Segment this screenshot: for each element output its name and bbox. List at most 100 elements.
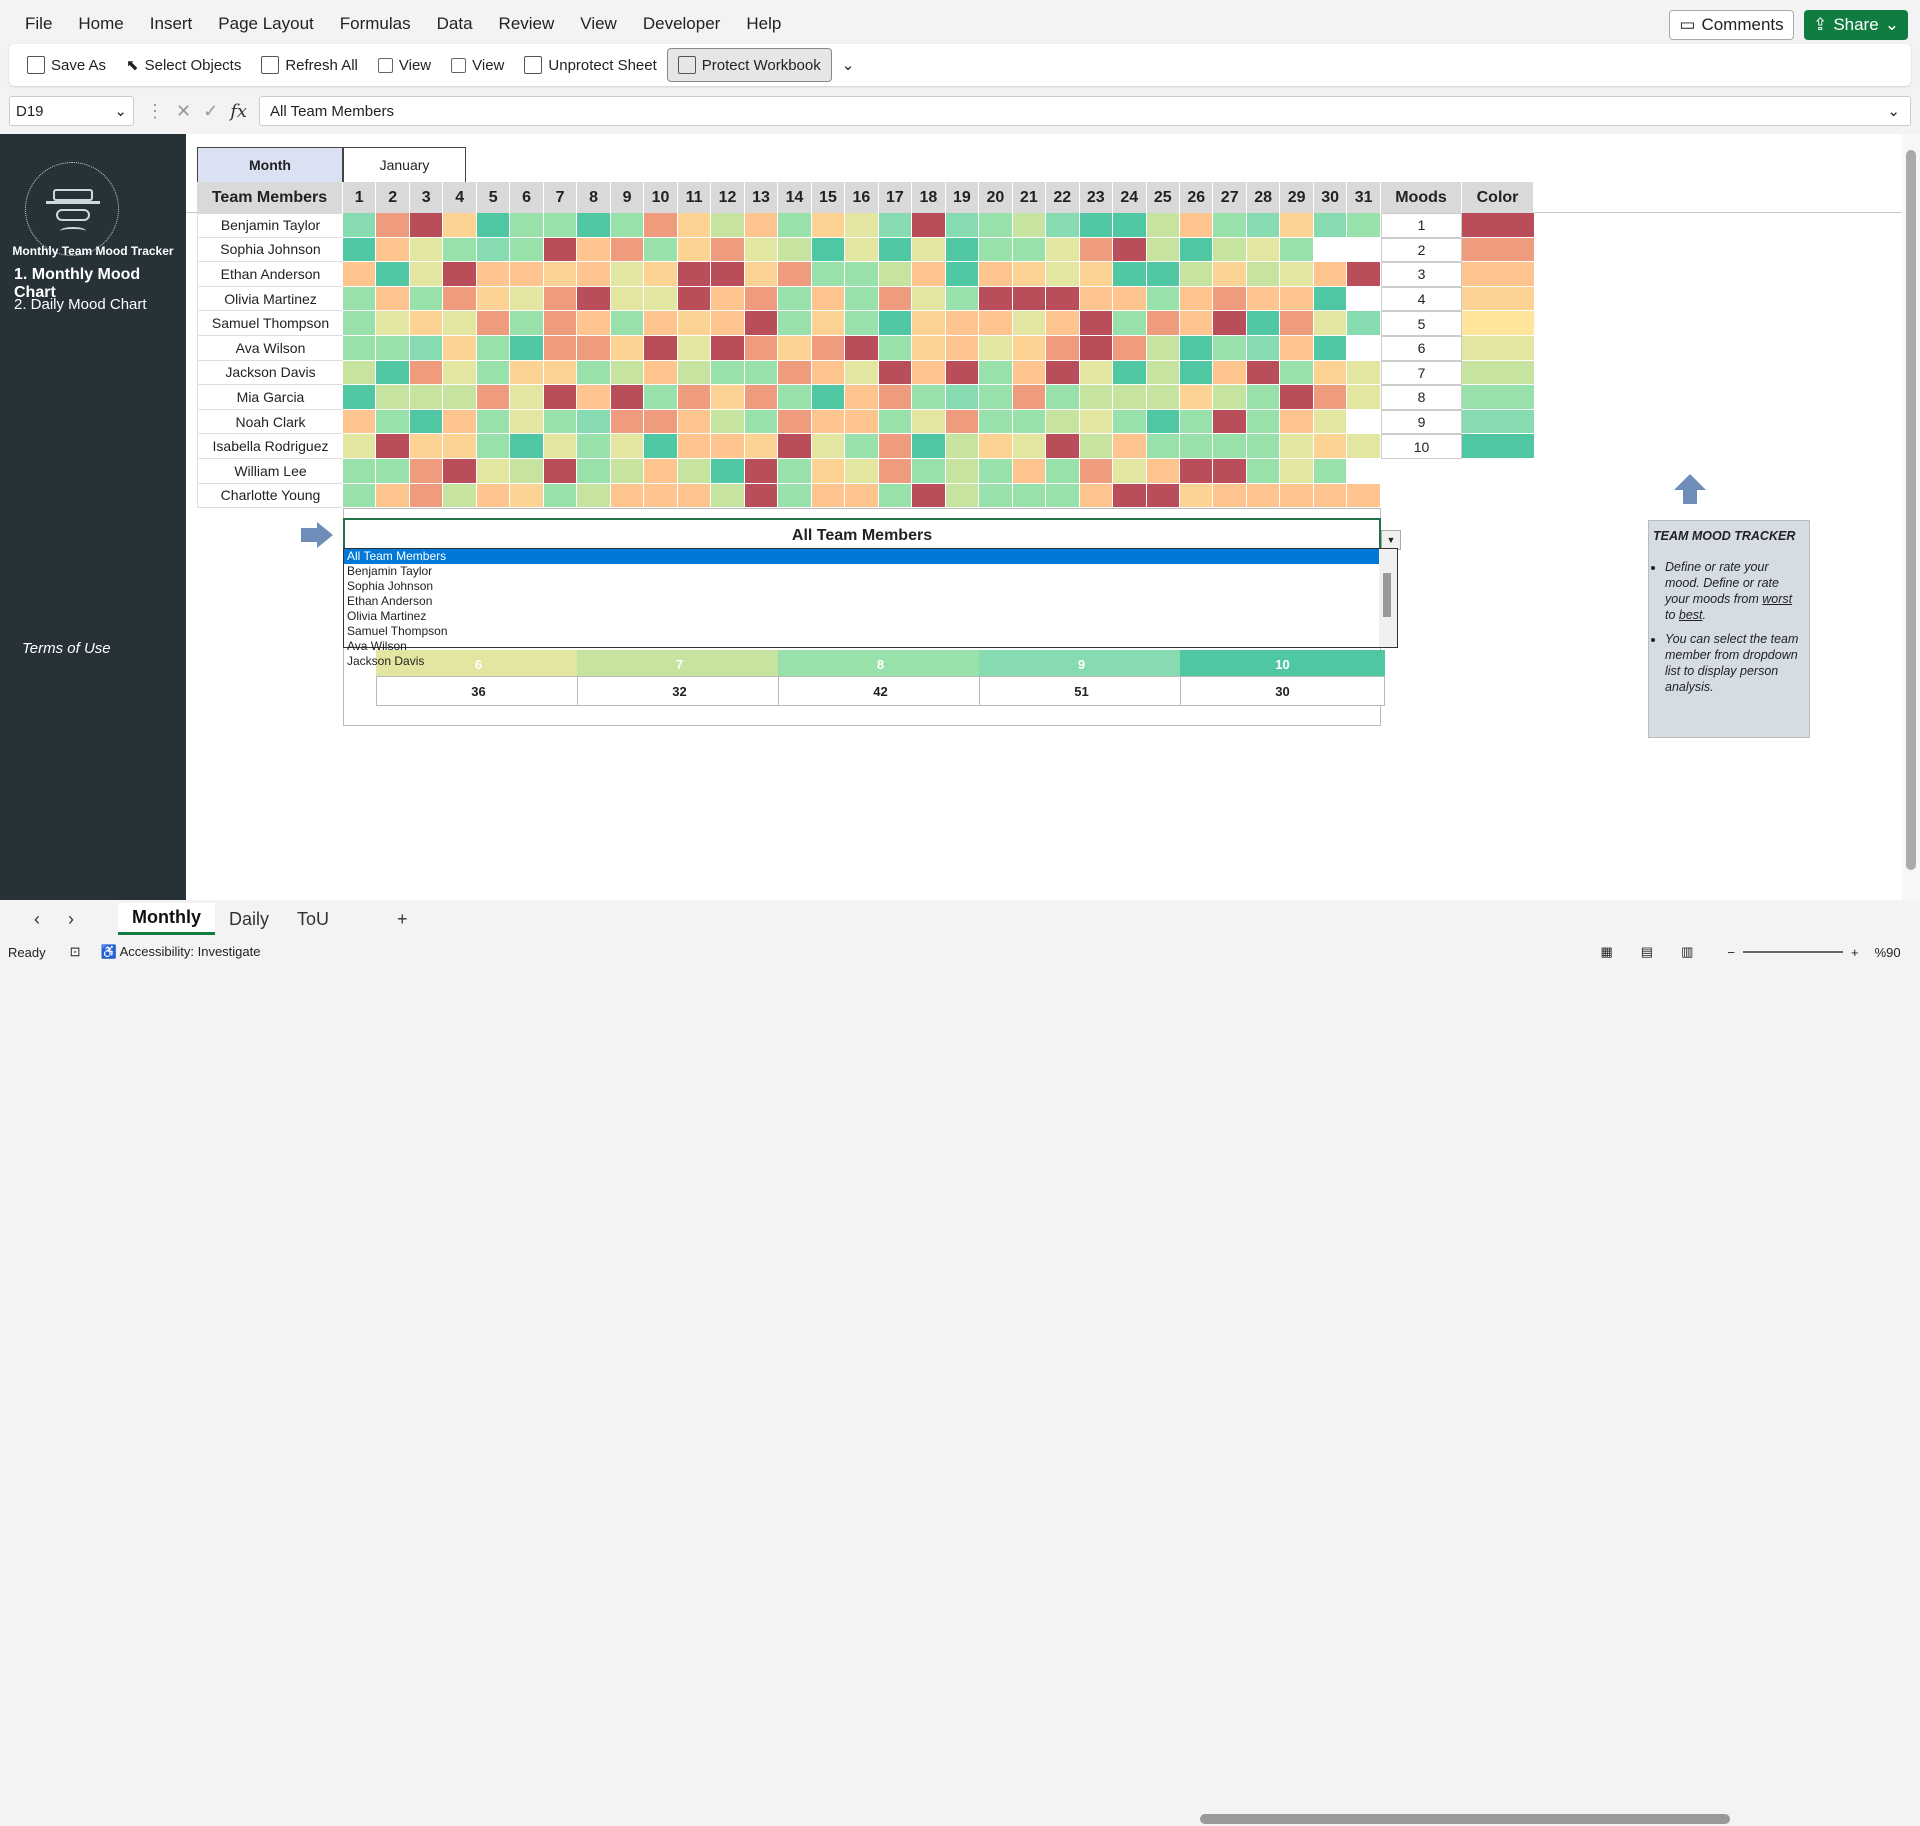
- mood-cell[interactable]: [845, 459, 879, 484]
- mood-cell[interactable]: [979, 336, 1013, 361]
- mood-cell[interactable]: [1113, 434, 1147, 459]
- mood-cell[interactable]: [510, 311, 544, 336]
- mood-cell[interactable]: [1213, 409, 1247, 435]
- mood-cell[interactable]: [778, 237, 812, 263]
- unprotect-sheet-button[interactable]: Unprotect Sheet: [514, 48, 666, 82]
- mood-cell[interactable]: [778, 360, 812, 386]
- mood-cell[interactable]: [677, 286, 712, 312]
- mood-cell[interactable]: [945, 360, 980, 386]
- mood-cell[interactable]: [577, 360, 611, 386]
- dropdown-list[interactable]: All Team Members Benjamin Taylor Sophia Jo…: [343, 548, 1398, 668]
- name-box[interactable]: D19 ⌄: [9, 96, 134, 126]
- mood-cell[interactable]: [1213, 213, 1247, 238]
- view-checkbox-1[interactable]: View: [368, 48, 441, 82]
- mood-cell[interactable]: [1146, 360, 1180, 386]
- mood-cell[interactable]: [711, 311, 745, 336]
- mood-cell[interactable]: [711, 262, 745, 287]
- mood-cell[interactable]: [443, 409, 477, 435]
- mood-cell[interactable]: [409, 459, 444, 484]
- mood-cell[interactable]: [1347, 311, 1381, 336]
- mood-cell[interactable]: [343, 286, 377, 312]
- mood-cell[interactable]: [1280, 385, 1314, 410]
- nav-monthly-mood-chart[interactable]: 1. Monthly Mood Chart: [14, 266, 141, 301]
- zoom-out-icon[interactable]: −: [1727, 944, 1735, 960]
- mood-cell[interactable]: [343, 262, 377, 287]
- mood-cell[interactable]: [577, 213, 611, 238]
- mood-cell[interactable]: [577, 385, 611, 410]
- mood-cell[interactable]: [744, 360, 779, 386]
- mood-cell[interactable]: [343, 385, 377, 410]
- mood-cell[interactable]: [912, 286, 946, 312]
- mood-cell[interactable]: [1280, 262, 1314, 287]
- mood-cell[interactable]: [878, 459, 913, 484]
- mood-cell[interactable]: [510, 483, 544, 509]
- mood-cell[interactable]: [510, 360, 544, 386]
- ribbon-overflow-button[interactable]: ⌄: [832, 48, 865, 82]
- mood-cell[interactable]: [945, 459, 980, 484]
- menu-file[interactable]: File: [25, 14, 53, 33]
- mood-cell[interactable]: [343, 213, 377, 238]
- mood-cell[interactable]: [979, 483, 1013, 509]
- mood-cell[interactable]: [510, 459, 544, 484]
- mood-cell[interactable]: [845, 360, 879, 386]
- mood-cell[interactable]: [644, 483, 678, 509]
- mood-cell[interactable]: [476, 213, 511, 238]
- member-name[interactable]: Jackson Davis: [197, 360, 343, 386]
- mood-cell[interactable]: [677, 385, 712, 410]
- member-name[interactable]: Charlotte Young: [197, 483, 343, 509]
- mood-cell[interactable]: [376, 483, 410, 509]
- mood-cell[interactable]: [1347, 213, 1381, 238]
- mood-cell[interactable]: [845, 336, 879, 361]
- mood-cell[interactable]: [577, 311, 611, 336]
- member-name[interactable]: Isabella Rodriguez: [197, 434, 343, 459]
- mood-cell[interactable]: [1079, 237, 1114, 263]
- dropdown-option[interactable]: Olivia Martinez: [347, 609, 427, 623]
- mood-cell[interactable]: [945, 409, 980, 435]
- mood-cell[interactable]: [476, 483, 511, 509]
- mood-cell[interactable]: [945, 286, 980, 312]
- mood-cell[interactable]: [1213, 483, 1247, 509]
- mood-cell[interactable]: [811, 459, 846, 484]
- protect-workbook-button[interactable]: Protect Workbook: [666, 48, 832, 82]
- member-name[interactable]: Mia Garcia: [197, 385, 343, 410]
- mood-cell[interactable]: [1313, 385, 1348, 410]
- mood-cell[interactable]: [610, 360, 645, 386]
- mood-cell[interactable]: [979, 459, 1013, 484]
- mood-cell[interactable]: [1113, 262, 1147, 287]
- mood-cell[interactable]: [711, 409, 745, 435]
- dropdown-option[interactable]: Samuel Thompson: [347, 624, 448, 638]
- mood-cell[interactable]: [1313, 286, 1348, 312]
- mood-cell[interactable]: [1180, 434, 1214, 459]
- mood-cell[interactable]: [711, 434, 745, 459]
- mood-cell[interactable]: [845, 483, 879, 509]
- mood-cell[interactable]: [476, 409, 511, 435]
- mood-cell[interactable]: [1146, 213, 1180, 238]
- mood-cell[interactable]: [543, 360, 578, 386]
- mood-cell[interactable]: [543, 385, 578, 410]
- mood-cell[interactable]: [476, 459, 511, 484]
- page-layout-icon[interactable]: ▤: [1640, 944, 1654, 959]
- mood-cell[interactable]: [1313, 311, 1348, 336]
- mood-cell[interactable]: [811, 286, 846, 312]
- mood-cell[interactable]: [1012, 409, 1047, 435]
- mood-cell[interactable]: [912, 459, 946, 484]
- mood-cell[interactable]: [1180, 286, 1214, 312]
- mood-cell[interactable]: [543, 409, 578, 435]
- mood-cell[interactable]: [1113, 336, 1147, 361]
- mood-cell[interactable]: [510, 213, 544, 238]
- mood-cell[interactable]: [945, 385, 980, 410]
- mood-cell[interactable]: [543, 434, 578, 459]
- mood-cell[interactable]: [1113, 483, 1147, 509]
- mood-cell[interactable]: [711, 286, 745, 312]
- mood-cell[interactable]: [778, 336, 812, 361]
- mood-cell[interactable]: [778, 459, 812, 484]
- mood-cell[interactable]: [912, 213, 946, 238]
- mood-cell[interactable]: [1012, 434, 1047, 459]
- mood-cell[interactable]: [376, 360, 410, 386]
- mood-cell[interactable]: [778, 286, 812, 312]
- member-name[interactable]: Sophia Johnson: [197, 237, 343, 263]
- mood-cell[interactable]: [979, 311, 1013, 336]
- mood-cell[interactable]: [543, 262, 578, 287]
- mood-cell[interactable]: [1246, 459, 1281, 484]
- share-button[interactable]: ⇪ Share ⌄: [1804, 10, 1908, 40]
